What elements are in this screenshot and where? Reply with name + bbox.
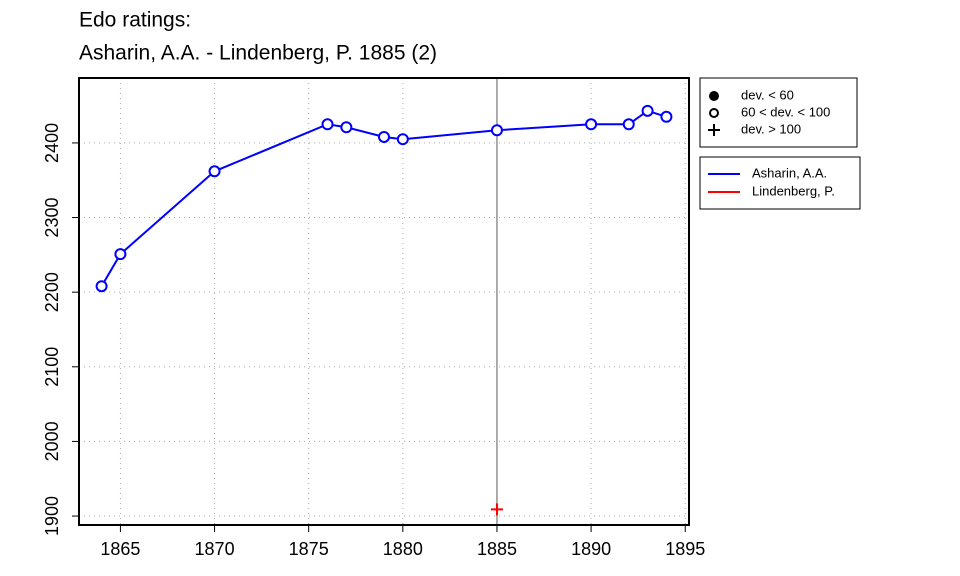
y-tick-label: 2200 bbox=[42, 272, 62, 312]
legend-box bbox=[699, 156, 861, 210]
x-tick-label: 1880 bbox=[383, 539, 423, 559]
marker bbox=[490, 124, 503, 137]
legend-box bbox=[699, 77, 858, 148]
y-tick-label: 2300 bbox=[42, 198, 62, 238]
marker bbox=[585, 118, 598, 131]
marker bbox=[622, 118, 635, 131]
marker bbox=[396, 133, 409, 146]
marker bbox=[490, 503, 503, 516]
marker bbox=[95, 280, 108, 293]
legend-symbol bbox=[708, 124, 720, 136]
marker bbox=[378, 130, 390, 143]
marker bbox=[208, 165, 221, 178]
marker bbox=[321, 118, 334, 131]
x-tick-label: 1870 bbox=[195, 539, 235, 559]
x-tick-label: 1885 bbox=[477, 539, 517, 559]
y-tick-label: 2000 bbox=[42, 421, 62, 461]
marker bbox=[340, 121, 353, 134]
y-tick-label: 2400 bbox=[42, 123, 62, 163]
y-tick-label: 2100 bbox=[42, 347, 62, 387]
legend-symbol bbox=[709, 108, 719, 118]
x-tick-label: 1890 bbox=[571, 539, 611, 559]
chart-title: Edo ratings: bbox=[79, 9, 191, 32]
x-tick-label: 1865 bbox=[100, 539, 140, 559]
x-tick-label: 1875 bbox=[289, 539, 329, 559]
legend-label: dev. > 100 bbox=[741, 121, 801, 136]
plot-frame bbox=[78, 77, 690, 526]
x-tick-label: 1895 bbox=[665, 539, 705, 559]
marker bbox=[660, 110, 673, 123]
y-tick-label: 1900 bbox=[42, 496, 62, 536]
marker bbox=[641, 104, 654, 117]
legend-symbol bbox=[709, 91, 719, 101]
legend-label: Asharin, A.A. bbox=[752, 165, 827, 180]
legend-label: dev. < 60 bbox=[741, 87, 794, 102]
legend-label: Lindenberg, P. bbox=[752, 183, 835, 198]
legend-label: 60 < dev. < 100 bbox=[741, 104, 830, 119]
chart-subtitle: Asharin, A.A. - Lindenberg, P. 1885 (2) bbox=[79, 42, 437, 65]
marker bbox=[114, 248, 127, 261]
